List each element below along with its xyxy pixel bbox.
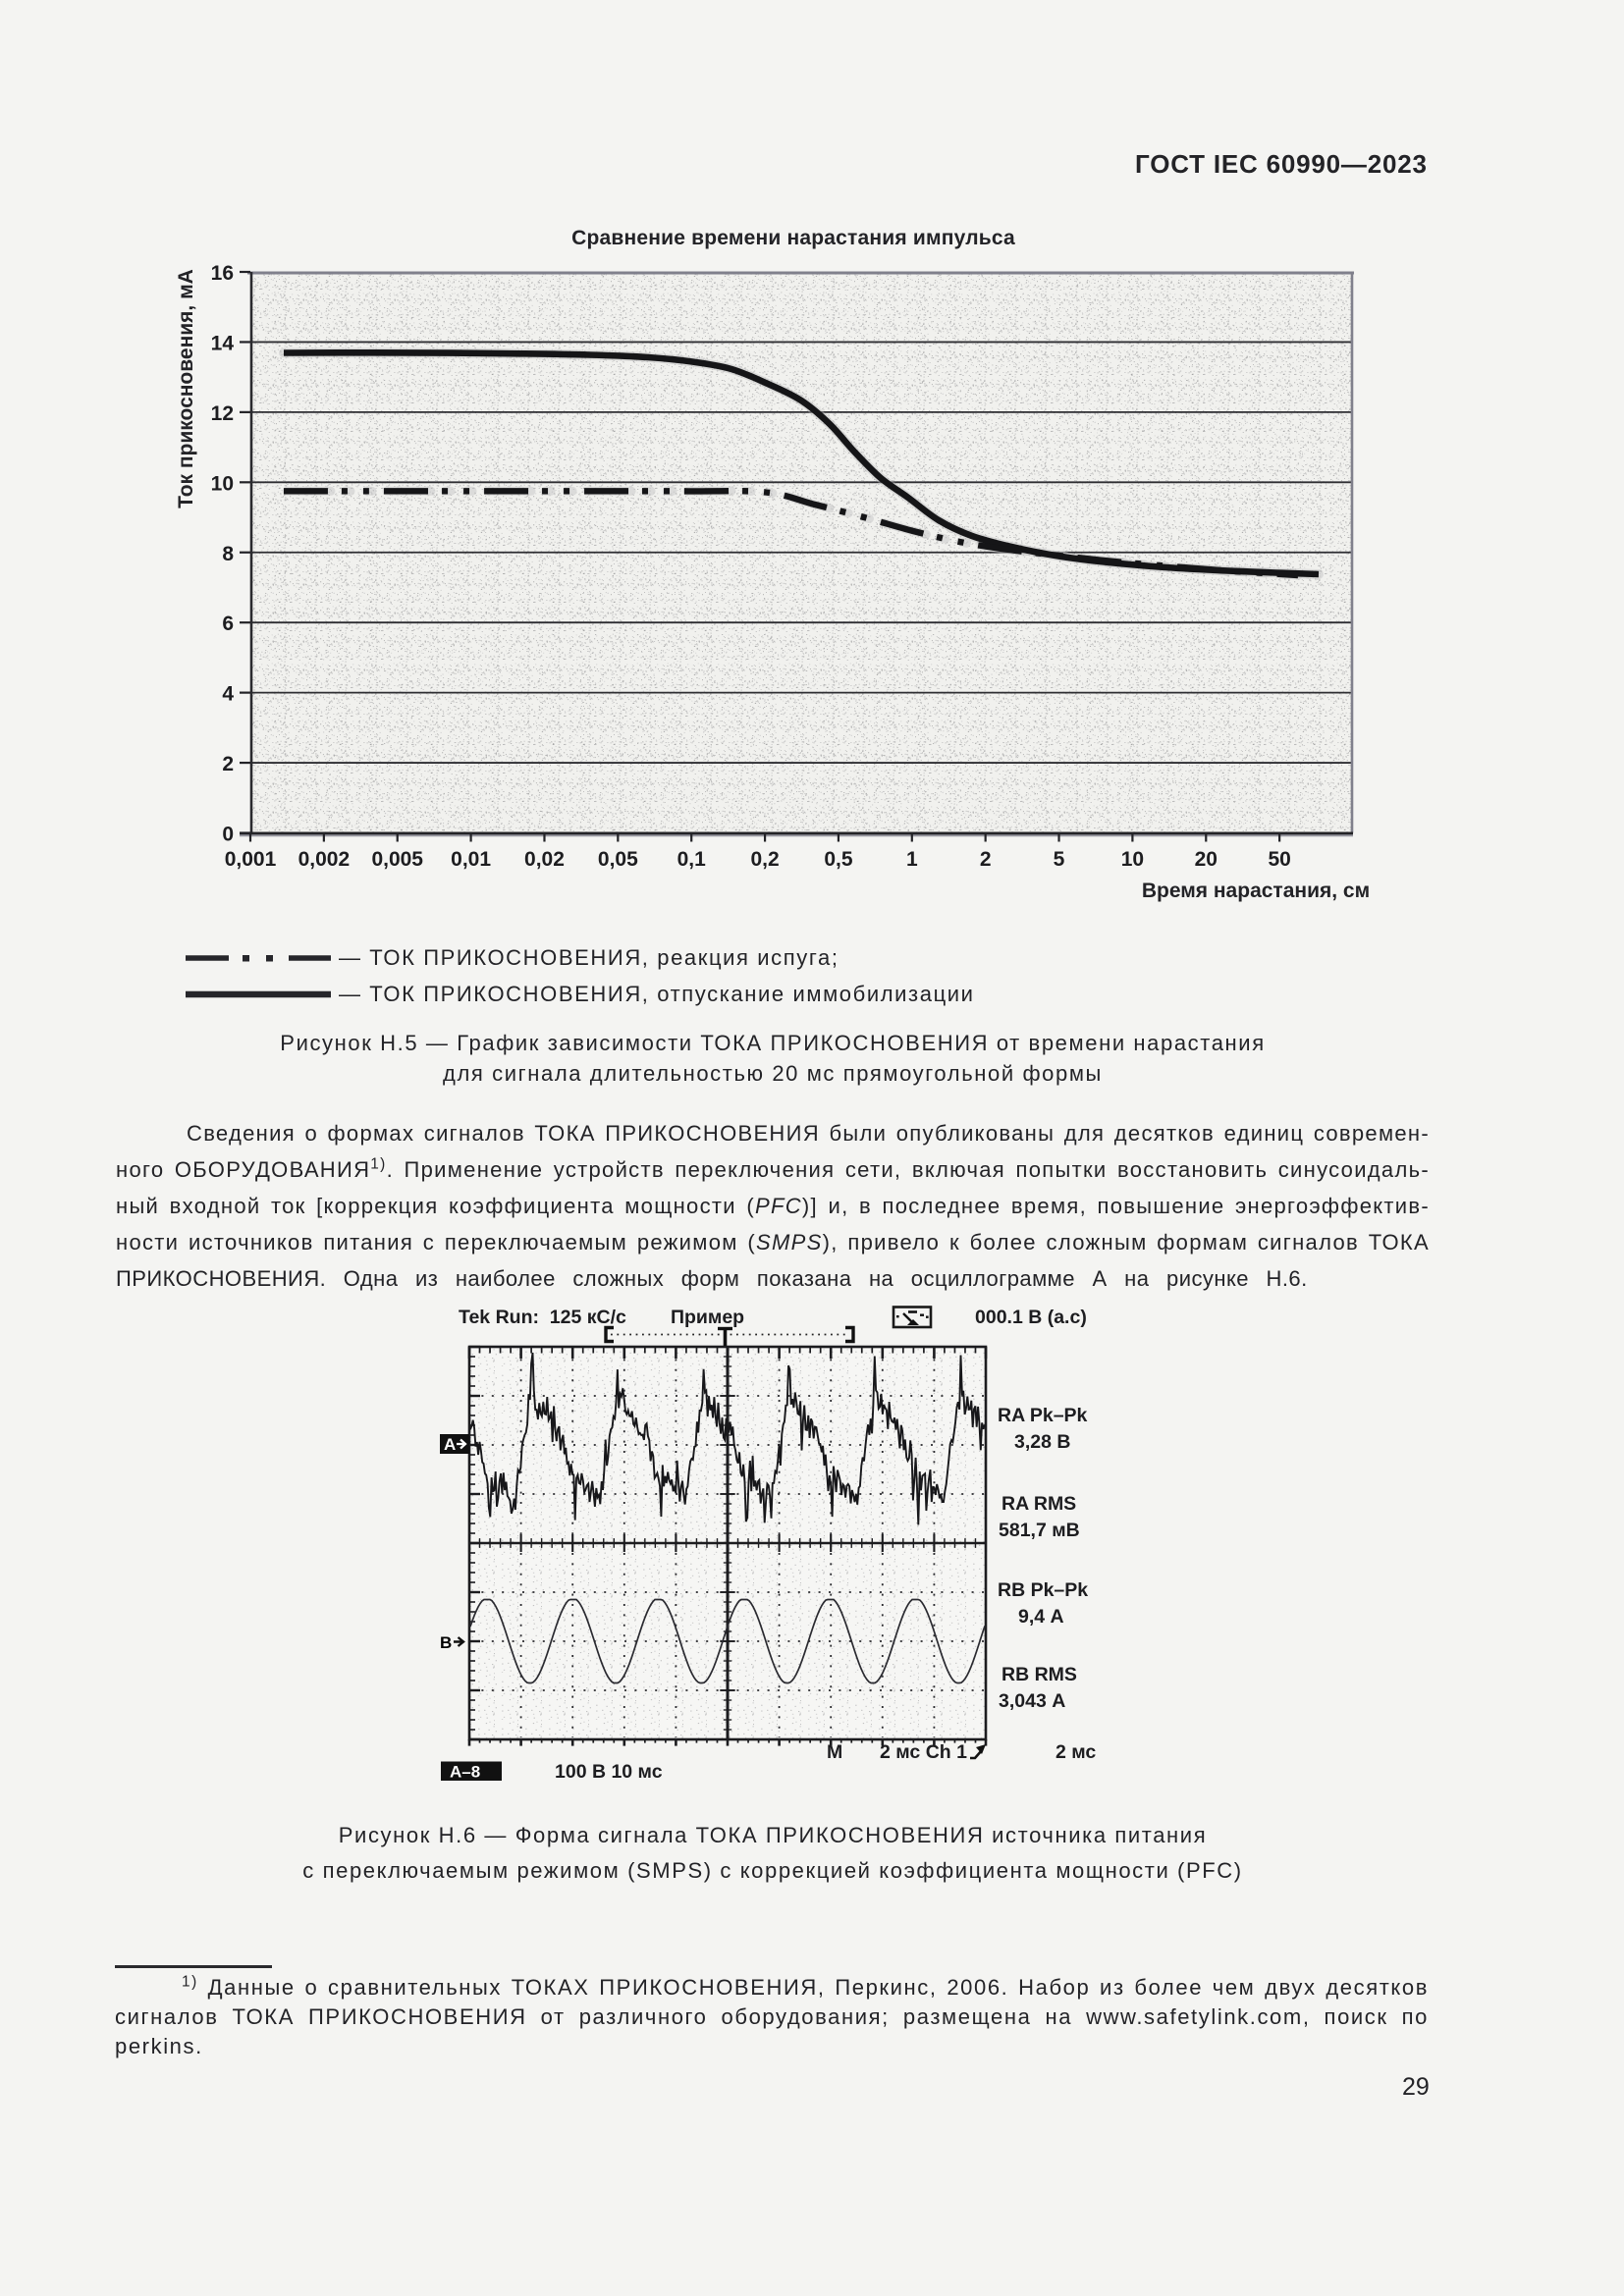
svg-text:3,28 В: 3,28 В	[1014, 1431, 1070, 1453]
svg-text:10: 10	[1121, 848, 1144, 871]
svg-text:0,2: 0,2	[750, 848, 779, 871]
svg-text:000.1 В (а.с): 000.1 В (а.с)	[975, 1307, 1087, 1328]
svg-text:3,043 А: 3,043 А	[999, 1690, 1065, 1712]
svg-text:RA Pk–Pk: RA Pk–Pk	[998, 1405, 1088, 1426]
svg-text:RB RMS: RB RMS	[1001, 1664, 1077, 1685]
svg-text:2 мс: 2 мс	[1056, 1741, 1096, 1763]
svg-text:Сравнение времени нарастания и: Сравнение времени нарастания импульса	[571, 227, 1015, 249]
svg-text:2: 2	[222, 753, 234, 775]
svg-text:10: 10	[211, 472, 234, 495]
svg-text:М: М	[827, 1741, 842, 1763]
svg-text:Пример: Пример	[671, 1307, 744, 1328]
svg-text:100 В 10 мс: 100 В 10 мс	[555, 1761, 663, 1783]
svg-text:2 мс Ch 1: 2 мс Ch 1	[880, 1741, 967, 1763]
svg-text:А–8: А–8	[450, 1763, 480, 1782]
svg-text:4: 4	[222, 683, 234, 706]
svg-text:0,5: 0,5	[824, 848, 853, 871]
svg-text:9,4 А: 9,4 А	[1018, 1606, 1064, 1628]
svg-text:0: 0	[222, 824, 234, 846]
svg-text:Tek Run: 125 кС/с: Tek Run: 125 кС/с	[459, 1307, 626, 1328]
svg-text:RB Pk–Pk: RB Pk–Pk	[998, 1579, 1088, 1601]
svg-text:0,01: 0,01	[451, 848, 491, 871]
svg-text:Ток прикосновения, мА: Ток прикосновения, мА	[175, 269, 197, 508]
svg-text:0,001: 0,001	[225, 848, 277, 871]
svg-text:20: 20	[1195, 848, 1218, 871]
svg-text:12: 12	[211, 402, 234, 425]
svg-text:В: В	[440, 1633, 452, 1652]
svg-text:6: 6	[222, 613, 234, 635]
svg-text:RA RMS: RA RMS	[1001, 1493, 1076, 1515]
svg-text:А: А	[444, 1435, 456, 1454]
svg-text:1: 1	[906, 848, 918, 871]
svg-text:581,7 мВ: 581,7 мВ	[999, 1520, 1080, 1541]
svg-text:14: 14	[211, 332, 235, 354]
svg-text:0,005: 0,005	[371, 848, 423, 871]
svg-text:0,002: 0,002	[298, 848, 351, 871]
svg-text:8: 8	[222, 543, 234, 565]
svg-text:Время нарастания, см: Время нарастания, см	[1142, 880, 1370, 902]
svg-text:50: 50	[1268, 848, 1290, 871]
svg-text:0,02: 0,02	[524, 848, 565, 871]
svg-text:16: 16	[211, 262, 234, 285]
svg-text:2: 2	[980, 848, 992, 871]
svg-text:0,05: 0,05	[598, 848, 638, 871]
svg-text:0,1: 0,1	[677, 848, 707, 871]
svg-text:5: 5	[1054, 848, 1065, 871]
